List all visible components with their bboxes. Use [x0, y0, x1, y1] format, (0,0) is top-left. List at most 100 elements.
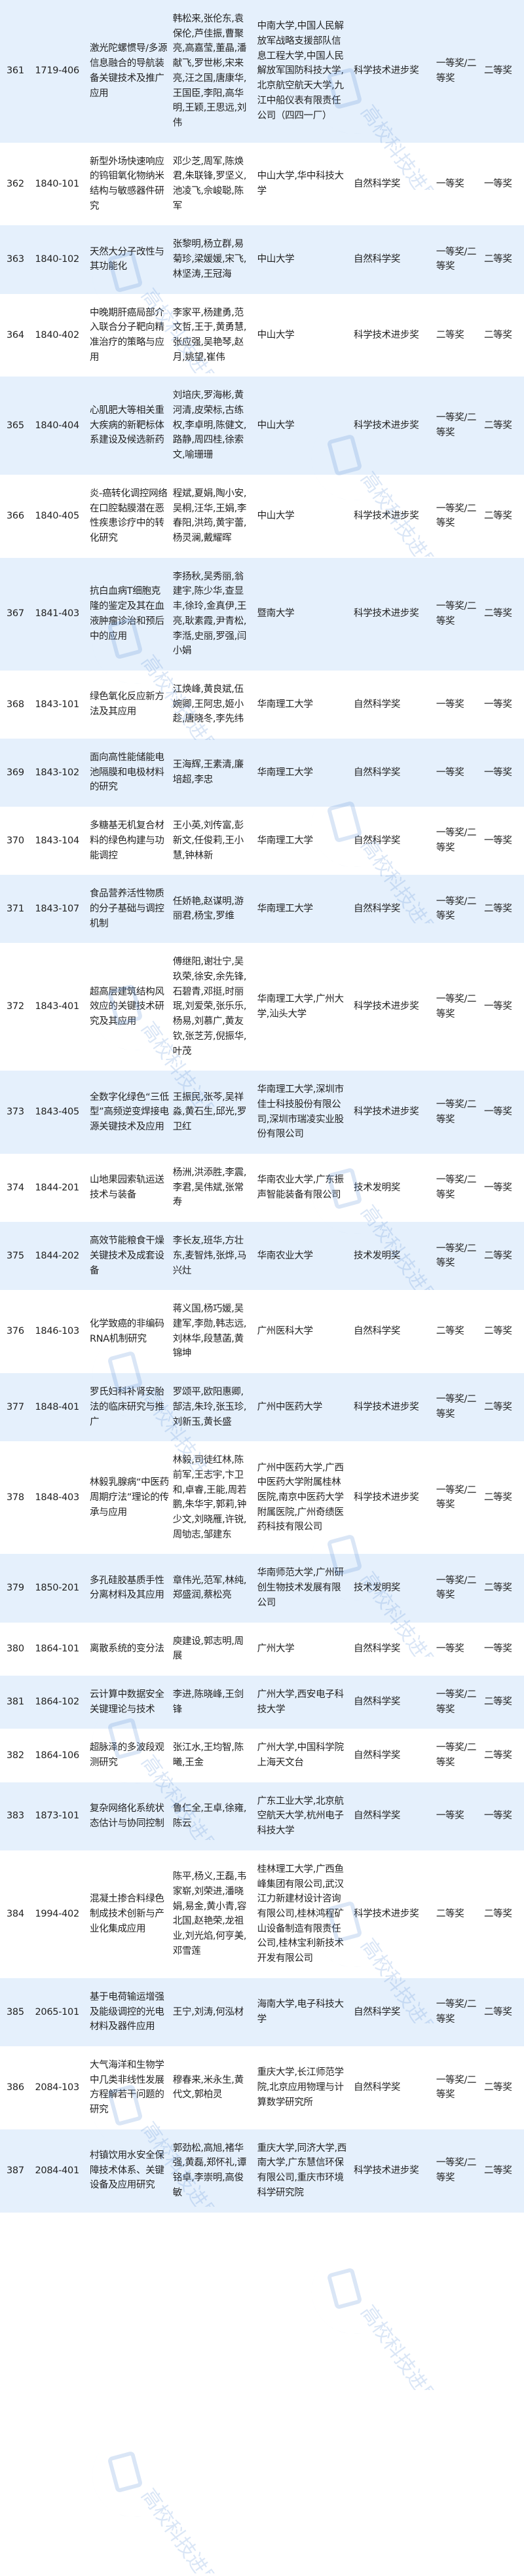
project-title: 村镇饮用水安全保障技术体系、关键设备及应用研究 — [89, 2150, 164, 2191]
award-category: 自然科学奖 — [354, 1697, 401, 1708]
row-number: 377 — [7, 1401, 24, 1412]
row-number: 362 — [7, 178, 24, 189]
nominated-level: 一等奖/二等奖 — [436, 1099, 477, 1125]
contributors: 江焕峰,黄良斌,伍婉卿,王阿忠,姬小趁,唐晓冬,李先纬 — [172, 684, 244, 725]
final-level: 一等奖 — [483, 767, 512, 778]
nominated-level: 一等奖/二等奖 — [436, 1689, 477, 1715]
final-level: 二等奖 — [483, 510, 512, 521]
nominated-level: 一等奖 — [436, 1643, 464, 1654]
organizations: 华南理工大学 — [257, 903, 314, 914]
project-code: 1843-104 — [35, 835, 80, 846]
organizations: 重庆大学,长江师范学院,北京应用物理与计算数学研究所 — [257, 2067, 344, 2108]
project-title: 新型外场快速响应的钨钼氧化物纳米结构与敏感器件研究 — [89, 156, 164, 212]
award-category: 科学技术进步奖 — [354, 1908, 419, 1919]
final-level: 二等奖 — [483, 1401, 512, 1412]
project-code: 2065-101 — [35, 2006, 80, 2017]
project-code: 1848-401 — [35, 1401, 80, 1412]
organizations: 华南农业大学 — [257, 1250, 314, 1261]
organizations: 广州医科大学 — [257, 1326, 314, 1337]
svg-text:高校科技进展: 高校科技进展 — [136, 2485, 223, 2573]
award-category: 科学技术进步奖 — [354, 329, 419, 340]
award-category: 技术发明奖 — [354, 1182, 401, 1193]
organizations: 广州大学,中国科学院上海天文台 — [257, 1742, 344, 1769]
table-row: 371 1843-107 食品营养活性物质的分子基础与调控机制 任娇艳,赵谋明,游丽君… — [0, 875, 524, 944]
table-row: 387 2084-401 村镇饮用水安全保障技术体系、关键设备及应用研究 郭劲松,高旭… — [0, 2129, 524, 2213]
project-title: 高效节能粮食干燥关键技术及成套设备 — [89, 1236, 164, 1276]
project-title: 天然大分子改性与其功能化 — [89, 246, 164, 272]
final-level: 二等奖 — [483, 254, 512, 265]
final-level: 二等奖 — [483, 65, 512, 77]
nominated-level: 一等奖/二等奖 — [436, 1175, 477, 1201]
contributors: 穆春来,米永生,黄代文,郭柏灵 — [172, 2074, 244, 2101]
award-category: 科学技术进步奖 — [354, 1001, 419, 1012]
final-level: 一等奖 — [483, 835, 512, 846]
contributors: 罗颂平,欧阳惠卿,郜洁,朱玲,张玉珍,刘新玉,黄长盛 — [172, 1387, 247, 1427]
project-code: 1846-103 — [35, 1326, 80, 1337]
organizations: 暨南大学 — [257, 608, 295, 619]
organizations: 中山大学 — [257, 420, 295, 431]
project-title: 多孔硅胶基质手性分离材料及其应用 — [89, 1575, 164, 1601]
nominated-level: 一等奖 — [436, 767, 464, 778]
organizations: 广东工业大学,北京航空航天大学,杭州电子科技大学 — [257, 1795, 344, 1837]
table-row: 370 1843-104 多糖基无机复合材料的绿色构建与功能调控 王小英,刘传富,彭新… — [0, 807, 524, 875]
row-number: 381 — [7, 1697, 24, 1708]
project-code: 1719-406 — [35, 65, 80, 77]
contributors: 鲁仁全,王卓,徐雍,陈云 — [172, 1803, 247, 1829]
project-title: 多糖基无机复合材料的绿色构建与功能调控 — [89, 820, 164, 861]
row-number: 371 — [7, 903, 24, 914]
contributors: 张江水,王均智,陈曦,王金 — [172, 1742, 244, 1769]
row-number: 368 — [7, 699, 24, 710]
table-row: 386 2084-103 大气海洋和生物学中几类非线性发展方程解若干问题的研究 穆春来… — [0, 2046, 524, 2129]
contributors: 傅继阳,谢壮宁,吴玖荣,徐安,余先锋,石碧青,邓挺,时丽珉,刘爱荣,张乐乐,杨易… — [172, 957, 247, 1057]
contributors: 李家平,杨建勇,范文哲,王于,黄勇慧,张应强,吴艳琴,赵月,姚望,崔伟 — [172, 307, 247, 363]
award-category: 自然科学奖 — [354, 1811, 401, 1822]
nominated-level: 一等奖/二等奖 — [436, 413, 477, 439]
watermark-logo: 高校科技进展 — [62, 2423, 233, 2576]
contributors: 王小英,刘传富,彭新文,任俊莉,王小慧,钟林新 — [172, 820, 244, 861]
organizations: 华南理工大学,广州大学,汕头大学 — [257, 994, 344, 1020]
table-row: 365 1840-404 心肌肥大等相关重大疾病的新靶标体系建设及候选新药 刘培庆,罗… — [0, 377, 524, 475]
nominated-level: 一等奖/二等奖 — [436, 2074, 477, 2101]
row-number: 385 — [7, 2006, 24, 2017]
final-level: 二等奖 — [483, 1492, 512, 1503]
table-row: 381 1864-102 云计算中数据安全关键理论与技术 李进,陈晓峰,王剑锋 广州大学… — [0, 1675, 524, 1729]
row-number: 387 — [7, 2165, 24, 2176]
final-level: 二等奖 — [483, 1326, 512, 1337]
row-number: 370 — [7, 835, 24, 846]
table-row: 379 1850-201 多孔硅胶基质手性分离材料及其应用 章伟光,范军,林纯,郑盛润… — [0, 1554, 524, 1623]
nominated-level: 一等奖/二等奖 — [436, 828, 477, 854]
award-category: 自然科学奖 — [354, 2082, 401, 2093]
project-title: 云计算中数据安全关键理论与技术 — [89, 1689, 164, 1715]
project-title: 抗白血病T细胞克隆的鉴定及其在血液肿瘤诊治和预后中的应用 — [89, 586, 164, 642]
contributors: 李扬秋,吴秀丽,翁建宇,陈少华,查显丰,徐玲,金真伊,王亮,耿素霞,尹青松,李湉… — [172, 571, 247, 657]
contributors: 韩松来,张伦东,袁保伦,芦佳振,曹聚亮,高嘉莹,董晶,潘献飞,罗世彬,宋来亮,汪… — [172, 14, 247, 128]
organizations: 华南理工大学 — [257, 699, 314, 710]
row-number: 384 — [7, 1908, 24, 1919]
nominated-level: 一等奖/二等奖 — [436, 246, 477, 272]
project-code: 1840-101 — [35, 178, 80, 189]
project-title: 心肌肥大等相关重大疾病的新靶标体系建设及候选新药 — [89, 405, 164, 446]
project-code: 1843-101 — [35, 699, 80, 710]
organizations: 桂林理工大学,广西鱼峰集团有限公司,武汉江力新建材设计咨询有限公司,桂林鸿程矿山… — [257, 1864, 344, 1964]
contributors: 林毅,司徒红林,陈前军,王志宇,卞卫和,卓睿,王能,周若鹏,朱华宇,郭莉,钟少文… — [172, 1455, 247, 1540]
project-code: 1843-102 — [35, 767, 80, 778]
award-category: 自然科学奖 — [354, 1326, 401, 1337]
organizations: 中山大学,华中科技大学 — [257, 171, 344, 197]
project-code: 1840-402 — [35, 329, 80, 340]
project-title: 炎-癌转化调控网络在口腔黏膜潜在恶性疾患诊疗中的转化研究 — [89, 488, 168, 543]
award-category: 科学技术进步奖 — [354, 2165, 419, 2176]
project-code: 2084-401 — [35, 2165, 80, 2176]
award-category: 自然科学奖 — [354, 835, 401, 846]
contributors: 邓少芝,周军,陈焕君,朱联锋,罗坚义,池凌飞,佘峻聪,陈军 — [172, 156, 247, 212]
award-category: 科学技术进步奖 — [354, 1107, 419, 1118]
project-title: 全数字化绿色“三低型”高频逆变焊接电源关键技术及应用 — [89, 1092, 169, 1133]
row-number: 383 — [7, 1811, 24, 1822]
table-row: 382 1864-106 超脉泽的多波段观测研究 张江水,王均智,陈曦,王金 广州大学,… — [0, 1729, 524, 1782]
project-title: 复杂网络化系统状态估计与协同控制 — [89, 1803, 164, 1829]
final-level: 二等奖 — [483, 608, 512, 619]
final-level: 二等奖 — [483, 2165, 512, 2176]
final-level: 二等奖 — [483, 329, 512, 340]
project-code: 1843-401 — [35, 1001, 80, 1012]
award-category: 自然科学奖 — [354, 2006, 401, 2017]
nominated-level: 一等奖 — [436, 1811, 464, 1822]
